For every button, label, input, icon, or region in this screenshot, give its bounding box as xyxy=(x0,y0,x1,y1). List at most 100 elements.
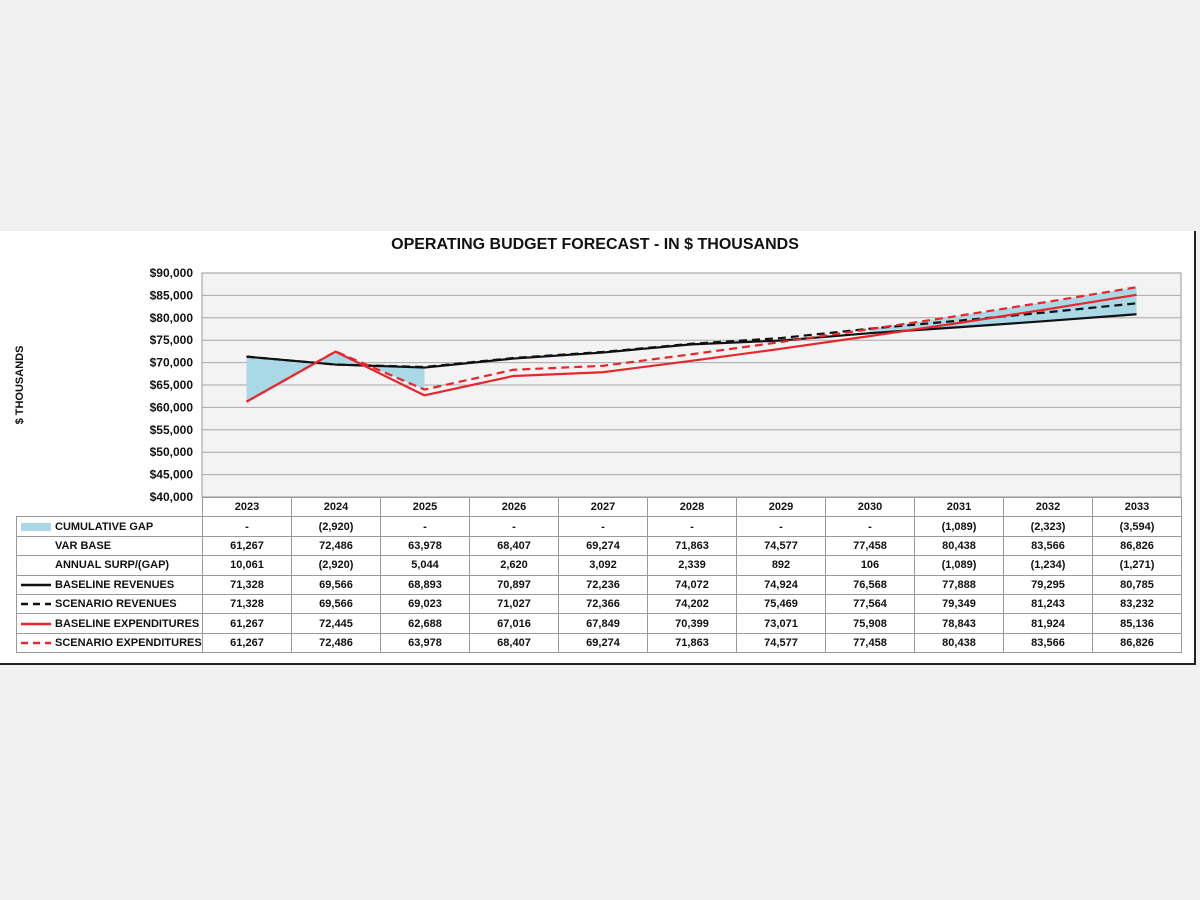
table-cell: 68,407 xyxy=(469,535,559,557)
year-header: 2030 xyxy=(825,496,915,518)
baseline-expenditures-line xyxy=(245,293,1137,403)
table-cell: 61,267 xyxy=(202,632,292,654)
table-cell: 62,688 xyxy=(380,613,470,634)
row-label: VAR BASE xyxy=(55,539,112,552)
table-cell: 72,486 xyxy=(291,535,381,557)
table-cell: - xyxy=(825,516,915,537)
table-cell: 74,577 xyxy=(736,632,826,654)
legend-swatch xyxy=(21,599,51,609)
table-cell: 892 xyxy=(736,555,826,576)
row-label-cell: CUMULATIVE GAP xyxy=(16,516,203,537)
table-cell: 69,274 xyxy=(558,535,648,557)
table-cell: - xyxy=(647,516,737,537)
y-tick-label: $60,000 xyxy=(150,400,194,414)
table-cell: 77,458 xyxy=(825,535,915,557)
table-cell: 63,978 xyxy=(380,535,470,557)
year-header: 2032 xyxy=(1003,496,1093,518)
year-header: 2027 xyxy=(558,496,648,518)
table-cell: 2,339 xyxy=(647,555,737,576)
table-cell: 72,486 xyxy=(291,632,381,654)
row-label-cell: ANNUAL SURP/(GAP) xyxy=(16,555,203,576)
data-table: 2023 2024 2025 2026 2027 2028 2029 2030 2031 2032… xyxy=(16,496,1182,654)
table-cell: 71,027 xyxy=(469,593,559,615)
table-cell: 67,016 xyxy=(469,613,559,634)
table-cell: 72,445 xyxy=(291,613,381,634)
table-cell: (2,920) xyxy=(291,555,381,576)
year-header: 2033 xyxy=(1092,496,1182,518)
table-corner xyxy=(17,498,203,517)
table-cell: 72,366 xyxy=(558,593,648,615)
table-cell: 72,236 xyxy=(558,574,648,595)
y-tick-label: $50,000 xyxy=(150,445,194,459)
table-cell: - xyxy=(558,516,648,537)
table-cell: 83,566 xyxy=(1003,535,1093,557)
table-cell: 71,863 xyxy=(647,632,737,654)
row-label: SCENARIO REVENUES xyxy=(55,598,177,611)
row-label-cell: SCENARIO EXPENDITURES xyxy=(16,632,203,654)
legend-swatch xyxy=(21,522,51,532)
table-cell: 70,897 xyxy=(469,574,559,595)
table-cell: 3,092 xyxy=(558,555,648,576)
table-cell: 77,458 xyxy=(825,632,915,654)
row-label-cell: BASELINE REVENUES xyxy=(16,574,203,595)
scenario-expenditures-line xyxy=(245,286,1137,403)
table-cell: - xyxy=(202,516,292,537)
legend-swatch xyxy=(21,619,51,629)
table-header-row: 2023 2024 2025 2026 2027 2028 2029 2030 2031 2032… xyxy=(17,496,1182,518)
table-cell: 63,978 xyxy=(380,632,470,654)
year-header: 2028 xyxy=(647,496,737,518)
table-cell: 106 xyxy=(825,555,915,576)
row-label-cell: BASELINE EXPENDITURES xyxy=(16,613,203,634)
row-label: ANNUAL SURP/(GAP) xyxy=(55,559,170,572)
row-label-cell: SCENARIO REVENUES xyxy=(16,593,203,615)
row-label-cell: VAR BASE xyxy=(16,535,203,557)
y-tick-label: $85,000 xyxy=(150,288,194,302)
table-cell: 80,438 xyxy=(914,535,1004,557)
legend-swatch xyxy=(21,580,51,590)
table-cell: (2,323) xyxy=(1003,516,1093,537)
cumulative-gap-area xyxy=(246,351,425,402)
table-cell: (1,234) xyxy=(1003,555,1093,576)
y-tick-label: $55,000 xyxy=(150,423,194,437)
table-cell: 71,863 xyxy=(647,535,737,557)
year-header: 2024 xyxy=(291,496,381,518)
y-tick-label: $65,000 xyxy=(150,378,194,392)
table-cell: 76,568 xyxy=(825,574,915,595)
table-cell: 10,061 xyxy=(202,555,292,576)
table-cell: 69,566 xyxy=(291,574,381,595)
year-header: 2026 xyxy=(469,496,559,518)
year-header: 2023 xyxy=(202,496,292,518)
y-tick-label: $70,000 xyxy=(150,356,194,370)
table-cell: 74,924 xyxy=(736,574,826,595)
year-header: 2029 xyxy=(736,496,826,518)
table-cell: 74,072 xyxy=(647,574,737,595)
row-label: SCENARIO EXPENDITURES xyxy=(55,636,202,649)
table-row: ANNUAL SURP/(GAP) 10,061 (2,920) 5,044 2,620… xyxy=(16,555,1182,576)
table-cell: (1,089) xyxy=(914,516,1004,537)
table-cell: 77,888 xyxy=(914,574,1004,595)
row-label: BASELINE REVENUES xyxy=(55,578,175,591)
table-cell: (1,271) xyxy=(1092,555,1182,576)
table-cell: 69,566 xyxy=(291,593,381,615)
table-cell: 68,893 xyxy=(380,574,470,595)
table-cell: 85,136 xyxy=(1092,613,1182,634)
table-cell: 73,071 xyxy=(736,613,826,634)
table-cell: 74,577 xyxy=(736,535,826,557)
table-cell: 74,202 xyxy=(647,593,737,615)
chart-title: OPERATING BUDGET FORECAST - IN $ THOUSAN… xyxy=(391,236,799,253)
table-row: SCENARIO REVENUES 71,328 69,566 69,023 71,02… xyxy=(16,593,1182,615)
table-row: BASELINE REVENUES 71,328 69,566 68,893 70,89… xyxy=(16,574,1182,595)
table-cell: 5,044 xyxy=(380,555,470,576)
legend-swatch xyxy=(21,638,51,648)
table-cell: 80,785 xyxy=(1092,574,1182,595)
table-cell: 80,438 xyxy=(914,632,1004,654)
table-cell: - xyxy=(736,516,826,537)
table-cell: 69,274 xyxy=(558,632,648,654)
table-cell: 70,399 xyxy=(647,613,737,634)
table-cell: 75,908 xyxy=(825,613,915,634)
table-cell: 67,849 xyxy=(558,613,648,634)
row-label: BASELINE EXPENDITURES xyxy=(55,617,200,630)
table-cell: 71,328 xyxy=(202,593,292,615)
y-tick-label: $45,000 xyxy=(150,468,194,482)
